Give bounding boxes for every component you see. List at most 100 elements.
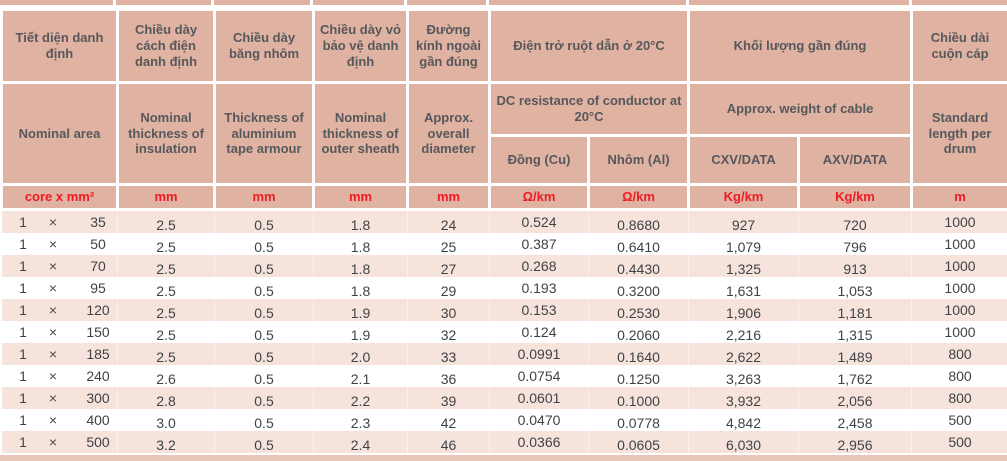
area-mult: × xyxy=(34,412,72,428)
cell-insulation-thickness: 2.5 xyxy=(118,343,215,365)
cell-tape-thickness: 0.5 xyxy=(215,387,314,409)
cell-overall-diameter: 42 xyxy=(408,409,490,431)
cell-sheath-thickness: 1.9 xyxy=(314,321,408,343)
area-mult: × xyxy=(34,302,72,318)
cell-overall-diameter: 29 xyxy=(408,277,490,299)
header-tape-armour-vi: Chiều dày băng nhôm xyxy=(215,10,314,83)
cell-drum-length: 1000 xyxy=(912,277,1007,299)
unit-ohm-km: Ω/km xyxy=(589,185,689,210)
cell-nominal-area: 1×185 xyxy=(2,343,118,365)
cell-tape-thickness: 0.5 xyxy=(215,277,314,299)
area-cores: 1 xyxy=(12,412,34,428)
cell-insulation-thickness: 2.5 xyxy=(118,210,215,234)
cell-weight-axv: 1,181 xyxy=(799,299,912,321)
cell-weight-cxv: 4,842 xyxy=(689,409,799,431)
header-weight-en: Approx. weight of cable xyxy=(689,83,912,136)
strip-segment xyxy=(116,0,211,5)
header-dc-resistance-en: DC resistance of conductor at 20°C xyxy=(490,83,689,136)
cell-sheath-thickness: 1.8 xyxy=(314,210,408,234)
cell-overall-diameter: 30 xyxy=(408,299,490,321)
cell-resistance-copper: 0.0754 xyxy=(490,365,589,387)
cell-tape-thickness: 0.5 xyxy=(215,365,314,387)
cell-tape-thickness: 0.5 xyxy=(215,210,314,234)
area-mult: × xyxy=(34,236,72,252)
cell-tape-thickness: 0.5 xyxy=(215,343,314,365)
header-row-english: Nominal area Nominal thickness of insula… xyxy=(2,83,1007,136)
cell-resistance-copper: 0.0601 xyxy=(490,387,589,409)
cell-resistance-copper: 0.0470 xyxy=(490,409,589,431)
cell-insulation-thickness: 2.5 xyxy=(118,277,215,299)
cell-drum-length: 800 xyxy=(912,387,1007,409)
cell-overall-diameter: 46 xyxy=(408,431,490,453)
area-size: 500 xyxy=(72,434,124,450)
area-size: 50 xyxy=(72,236,124,252)
cell-sheath-thickness: 1.8 xyxy=(314,233,408,255)
cell-nominal-area: 1×240 xyxy=(2,365,118,387)
header-row-units: core x mm² mm mm mm mm Ω/km Ω/km Kg/km K… xyxy=(2,185,1007,210)
cell-overall-diameter: 27 xyxy=(408,255,490,277)
cell-weight-cxv: 3,932 xyxy=(689,387,799,409)
cell-weight-axv: 913 xyxy=(799,255,912,277)
area-mult: × xyxy=(34,434,72,450)
area-cores: 1 xyxy=(12,302,34,318)
cell-drum-length: 800 xyxy=(912,365,1007,387)
cell-drum-length: 1000 xyxy=(912,210,1007,234)
cell-insulation-thickness: 3.2 xyxy=(118,431,215,453)
cell-tape-thickness: 0.5 xyxy=(215,233,314,255)
header-weight-vi: Khối lượng gần đúng xyxy=(689,10,912,83)
cell-resistance-copper: 0.124 xyxy=(490,321,589,343)
cell-nominal-area: 1×35 xyxy=(2,210,118,234)
header-aluminium: Nhôm (Al) xyxy=(589,136,689,185)
strip-segment xyxy=(689,0,909,5)
unit-mm: mm xyxy=(408,185,490,210)
area-mult: × xyxy=(34,324,72,340)
cell-weight-cxv: 927 xyxy=(689,210,799,234)
cell-resistance-aluminium: 0.0778 xyxy=(589,409,689,431)
header-diameter-en: Approx. overall diameter xyxy=(408,83,490,185)
cell-insulation-thickness: 2.6 xyxy=(118,365,215,387)
header-cxv-data: CXV/DATA xyxy=(689,136,799,185)
cell-sheath-thickness: 2.1 xyxy=(314,365,408,387)
area-size: 150 xyxy=(72,324,124,340)
cell-nominal-area: 1×95 xyxy=(2,277,118,299)
cell-insulation-thickness: 3.0 xyxy=(118,409,215,431)
header-nominal-area-en: Nominal area xyxy=(2,83,118,185)
cell-weight-axv: 1,315 xyxy=(799,321,912,343)
cell-resistance-copper: 0.153 xyxy=(490,299,589,321)
unit-mm: mm xyxy=(314,185,408,210)
cell-overall-diameter: 25 xyxy=(408,233,490,255)
cell-tape-thickness: 0.5 xyxy=(215,431,314,453)
cell-resistance-aluminium: 0.6410 xyxy=(589,233,689,255)
cell-weight-axv: 720 xyxy=(799,210,912,234)
area-cores: 1 xyxy=(12,258,34,274)
area-cores: 1 xyxy=(12,434,34,450)
header-outer-sheath-vi: Chiều dày vỏ bảo vệ danh định xyxy=(314,10,408,83)
header-drum-length-vi: Chiều dài cuộn cáp xyxy=(912,10,1007,83)
unit-ohm-km: Ω/km xyxy=(490,185,589,210)
cell-drum-length: 1000 xyxy=(912,299,1007,321)
unit-kg-km: Kg/km xyxy=(689,185,799,210)
unit-kg-km: Kg/km xyxy=(799,185,912,210)
cell-resistance-aluminium: 0.8680 xyxy=(589,210,689,234)
unit-core-mm2: core x mm² xyxy=(2,185,118,210)
cell-weight-cxv: 1,079 xyxy=(689,233,799,255)
cell-sheath-thickness: 2.2 xyxy=(314,387,408,409)
area-size: 35 xyxy=(72,214,124,230)
cell-resistance-aluminium: 0.2060 xyxy=(589,321,689,343)
unit-mm: mm xyxy=(215,185,314,210)
cell-tape-thickness: 0.5 xyxy=(215,409,314,431)
area-mult: × xyxy=(34,214,72,230)
cell-weight-cxv: 1,631 xyxy=(689,277,799,299)
cell-nominal-area: 1×400 xyxy=(2,409,118,431)
cell-insulation-thickness: 2.5 xyxy=(118,321,215,343)
cell-weight-axv: 796 xyxy=(799,233,912,255)
cell-weight-axv: 1,762 xyxy=(799,365,912,387)
